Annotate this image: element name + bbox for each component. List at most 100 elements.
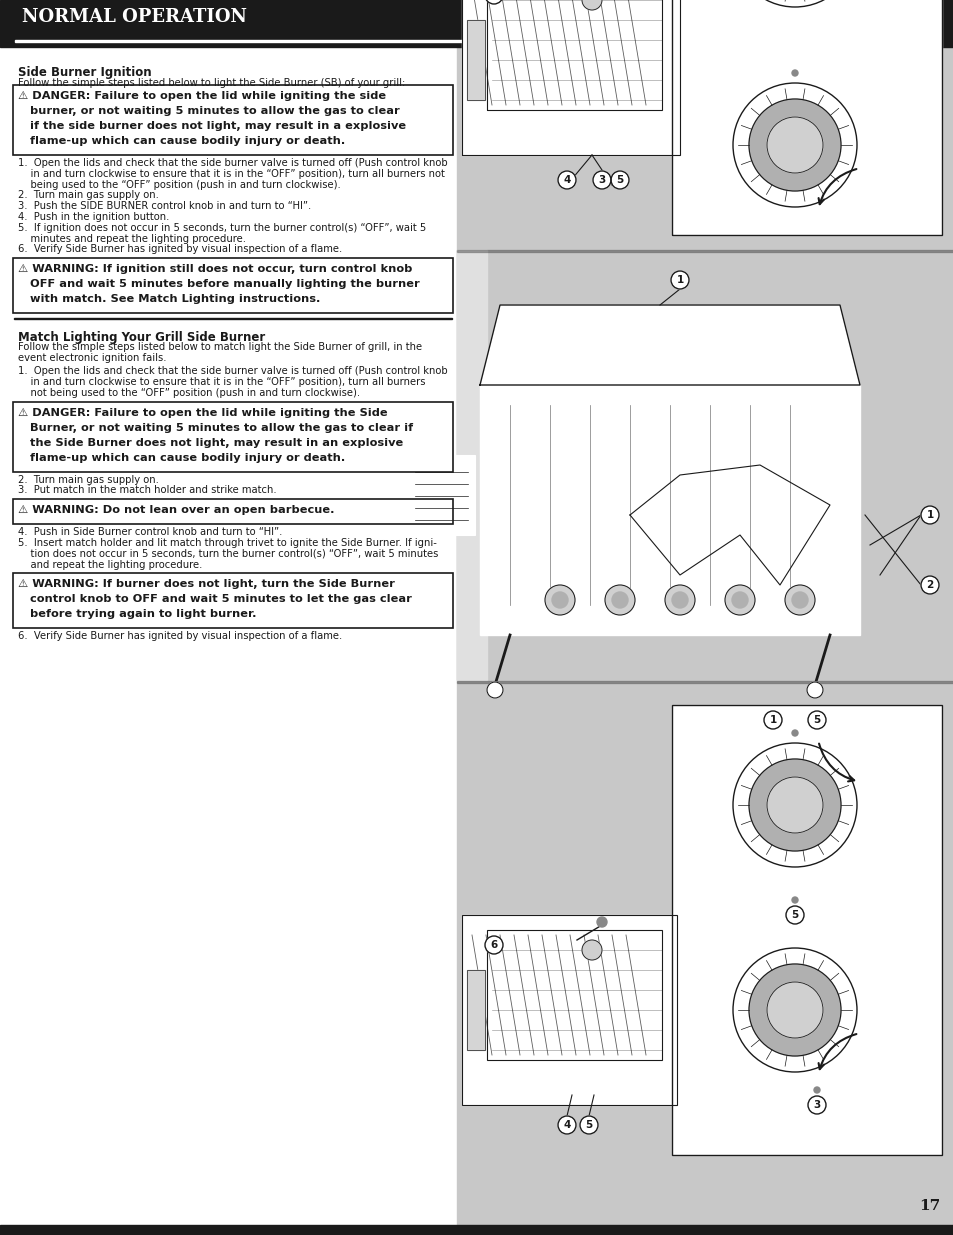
Text: 2: 2: [925, 580, 933, 590]
Bar: [0, 1225, 953, 1235]
Circle shape: [763, 711, 781, 729]
Text: flame-up which can cause bodily injury or death.: flame-up which can cause bodily injury o…: [18, 452, 345, 463]
Circle shape: [785, 906, 803, 924]
Text: 1.  Open the lids and check that the side burner valve is turned off (Push contr: 1. Open the lids and check that the side…: [18, 367, 447, 377]
Bar: [13, 258, 453, 314]
Circle shape: [731, 592, 747, 608]
Text: flame-up which can cause bodily injury or death.: flame-up which can cause bodily injury o…: [18, 136, 345, 146]
Bar: [467, 20, 484, 100]
Text: 5.  Insert match holder and lit match through trivet to ignite the Side Burner. : 5. Insert match holder and lit match thr…: [18, 538, 436, 548]
Text: tion does not occur in 5 seconds, turn the burner control(s) “OFF”, wait 5 minut: tion does not occur in 5 seconds, turn t…: [18, 548, 438, 558]
Circle shape: [920, 506, 938, 524]
Text: 6.  Verify Side Burner has ignited by visual inspection of a flame.: 6. Verify Side Burner has ignited by vis…: [18, 631, 342, 641]
Bar: [456, 249, 486, 680]
Bar: [467, 969, 484, 1050]
Text: 1: 1: [925, 510, 933, 520]
Circle shape: [807, 711, 825, 729]
Circle shape: [766, 982, 822, 1037]
Circle shape: [732, 0, 856, 7]
Text: in and turn clockwise to ensure that it is in the “OFF” position), turn all burn: in and turn clockwise to ensure that it …: [18, 377, 425, 387]
Bar: [467, 969, 484, 1050]
Bar: [467, 20, 484, 100]
Text: 5.  If ignition does not occur in 5 seconds, turn the burner control(s) “OFF”, w: 5. If ignition does not occur in 5 secon…: [18, 222, 426, 233]
Circle shape: [724, 585, 754, 615]
Circle shape: [593, 170, 610, 189]
Bar: [671, 0, 941, 235]
Text: 4: 4: [562, 175, 570, 185]
Text: Follow the simple steps listed below to match light the Side Burner of grill, in: Follow the simple steps listed below to …: [18, 342, 421, 352]
Text: and repeat the lighting procedure.: and repeat the lighting procedure.: [18, 559, 202, 569]
Circle shape: [920, 576, 938, 594]
Text: 5: 5: [813, 715, 820, 725]
Bar: [13, 85, 453, 156]
Text: 5: 5: [791, 910, 798, 920]
Bar: [671, 705, 941, 1155]
Circle shape: [671, 592, 687, 608]
Circle shape: [484, 0, 502, 4]
Text: 3.  Push the SIDE BURNER control knob in and turn to “HI”.: 3. Push the SIDE BURNER control knob in …: [18, 201, 311, 211]
Circle shape: [610, 170, 628, 189]
Circle shape: [748, 99, 841, 191]
Text: 6: 6: [490, 940, 497, 950]
Bar: [456, 47, 953, 1225]
Text: 2.  Turn main gas supply on.: 2. Turn main gas supply on.: [18, 474, 159, 484]
Text: NORMAL OPERATION: NORMAL OPERATION: [22, 7, 247, 26]
Circle shape: [486, 682, 502, 698]
Circle shape: [597, 918, 606, 927]
Circle shape: [544, 585, 575, 615]
Circle shape: [791, 70, 797, 77]
Text: Follow the simple steps listed below to light the Side Burner (SB) of your grill: Follow the simple steps listed below to …: [18, 78, 405, 88]
Circle shape: [791, 592, 807, 608]
Text: 1: 1: [676, 275, 683, 285]
Circle shape: [670, 270, 688, 289]
Bar: [14, 317, 452, 319]
Circle shape: [581, 940, 601, 960]
Text: in and turn clockwise to ensure that it is in the “OFF” position), turn all burn: in and turn clockwise to ensure that it …: [18, 169, 444, 179]
Circle shape: [784, 585, 814, 615]
Text: control knob to OFF and wait 5 minutes to let the gas clear: control knob to OFF and wait 5 minutes t…: [18, 594, 412, 604]
Text: 17: 17: [919, 1199, 940, 1213]
Circle shape: [579, 1116, 598, 1134]
Bar: [15, 40, 938, 42]
Text: 3: 3: [813, 1100, 820, 1110]
Text: with match. See Match Lighting instructions.: with match. See Match Lighting instructi…: [18, 294, 320, 304]
Text: Side Burner Ignition: Side Burner Ignition: [18, 65, 152, 79]
Bar: [13, 499, 453, 524]
Text: before trying again to light burner.: before trying again to light burner.: [18, 609, 256, 620]
Bar: [410, 454, 475, 535]
Circle shape: [813, 1087, 820, 1093]
Circle shape: [748, 760, 841, 851]
Circle shape: [484, 936, 502, 953]
Circle shape: [791, 730, 797, 736]
Circle shape: [748, 965, 841, 1056]
Circle shape: [581, 0, 601, 10]
Text: 1: 1: [768, 715, 776, 725]
Text: 4.  Push in the ignition button.: 4. Push in the ignition button.: [18, 212, 170, 222]
Bar: [671, 0, 941, 235]
Bar: [461, 0, 679, 156]
Text: minutes and repeat the lighting procedure.: minutes and repeat the lighting procedur…: [18, 233, 246, 243]
Circle shape: [552, 592, 567, 608]
Bar: [456, 249, 953, 680]
Text: the Side Burner does not light, may result in an explosive: the Side Burner does not light, may resu…: [18, 437, 403, 447]
Text: 2.  Turn main gas supply on.: 2. Turn main gas supply on.: [18, 190, 159, 200]
Text: event electronic ignition fails.: event electronic ignition fails.: [18, 353, 167, 363]
Polygon shape: [479, 305, 859, 385]
Circle shape: [664, 585, 695, 615]
Text: 6.  Verify Side Burner has ignited by visual inspection of a flame.: 6. Verify Side Burner has ignited by vis…: [18, 245, 342, 254]
Text: burner, or not waiting 5 minutes to allow the gas to clear: burner, or not waiting 5 minutes to allo…: [18, 106, 399, 116]
Circle shape: [604, 585, 635, 615]
Bar: [461, 0, 679, 156]
Circle shape: [612, 592, 627, 608]
Circle shape: [806, 682, 822, 698]
Bar: [486, 0, 661, 110]
Circle shape: [791, 897, 797, 903]
Bar: [0, 0, 953, 47]
Text: 4.  Push in Side Burner control knob and turn to “HI”.: 4. Push in Side Burner control knob and …: [18, 527, 282, 537]
Text: 4: 4: [562, 1120, 570, 1130]
Text: if the side burner does not light, may result in a explosive: if the side burner does not light, may r…: [18, 121, 406, 131]
Text: ⚠ WARNING: If burner does not light, turn the Side Burner: ⚠ WARNING: If burner does not light, tur…: [18, 579, 395, 589]
Circle shape: [732, 83, 856, 207]
Text: 5: 5: [616, 175, 623, 185]
Text: ⚠ DANGER: Failure to open the lid while igniting the side: ⚠ DANGER: Failure to open the lid while …: [18, 91, 386, 101]
